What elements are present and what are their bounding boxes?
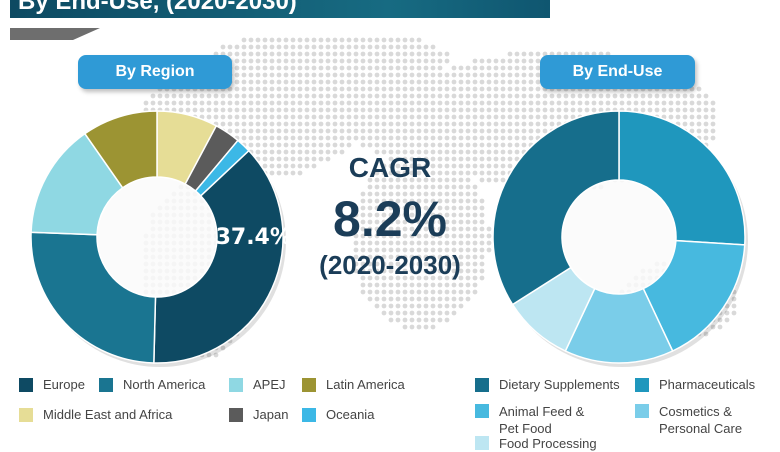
legend-label: Middle East and Africa bbox=[43, 407, 173, 422]
legend-label: Latin America bbox=[326, 377, 405, 392]
legend-swatch bbox=[302, 378, 316, 392]
legend-item: Middle East and Africa bbox=[19, 407, 172, 422]
legend-label: Dietary Supplements bbox=[499, 377, 620, 392]
legend-label: North America bbox=[123, 377, 206, 392]
legend-swatch bbox=[229, 408, 243, 422]
legend-item: Dietary Supplements bbox=[475, 377, 620, 392]
legend-swatch bbox=[19, 408, 33, 422]
legend-label: Japan bbox=[253, 407, 289, 422]
legend-item: Europe bbox=[19, 377, 85, 392]
legend-swatch bbox=[475, 436, 489, 450]
by-end-use-header: By End-Use bbox=[540, 55, 695, 89]
legend-item: North America bbox=[99, 377, 205, 392]
legend-swatch bbox=[475, 378, 489, 392]
legend-label: Animal Feed & Pet Food bbox=[499, 404, 585, 436]
legend-item: Cosmetics & Personal Care bbox=[635, 403, 779, 437]
cagr-period: (2020-2030) bbox=[319, 250, 461, 280]
legend-swatch bbox=[302, 408, 316, 422]
region-donut-chart: 37.4% bbox=[30, 110, 290, 367]
legend-swatch bbox=[19, 378, 33, 392]
decorative-wedge bbox=[10, 28, 100, 40]
legend-label: Food Processing bbox=[499, 436, 597, 451]
legend-item: Pharmaceuticals bbox=[635, 377, 755, 392]
legend-item: Oceania bbox=[302, 407, 374, 422]
legend-item: Animal Feed & Pet Food bbox=[475, 403, 604, 437]
by-region-header: By Region bbox=[78, 55, 232, 89]
legend-item: APEJ bbox=[229, 377, 286, 392]
legend-swatch bbox=[229, 378, 243, 392]
page-title-text: By End-Use, (2020-2030) bbox=[18, 0, 297, 15]
legend-swatch bbox=[475, 404, 489, 418]
legend-item: Japan bbox=[229, 407, 288, 422]
donut-hole bbox=[97, 177, 217, 297]
legend-label: Europe bbox=[43, 377, 85, 392]
legend-swatch bbox=[635, 378, 649, 392]
data-label-europe: 37.4% bbox=[216, 225, 290, 250]
cagr-value: 8.2% bbox=[333, 191, 447, 247]
legend-label: Pharmaceuticals bbox=[659, 377, 756, 392]
legend-label: Oceania bbox=[326, 407, 375, 422]
legend-swatch bbox=[635, 404, 649, 418]
end-use-donut-chart bbox=[492, 110, 748, 367]
legend-swatch bbox=[99, 378, 113, 392]
legend-label: Cosmetics & Personal Care bbox=[659, 404, 743, 436]
legend-item: Food Processing bbox=[475, 435, 679, 452]
cagr-label: CAGR bbox=[348, 152, 432, 183]
page-title: By End-Use, (2020-2030) bbox=[10, 0, 550, 18]
legend-label: APEJ bbox=[253, 377, 286, 392]
donut-hole bbox=[562, 180, 676, 294]
legend-item: Latin America bbox=[302, 377, 405, 392]
